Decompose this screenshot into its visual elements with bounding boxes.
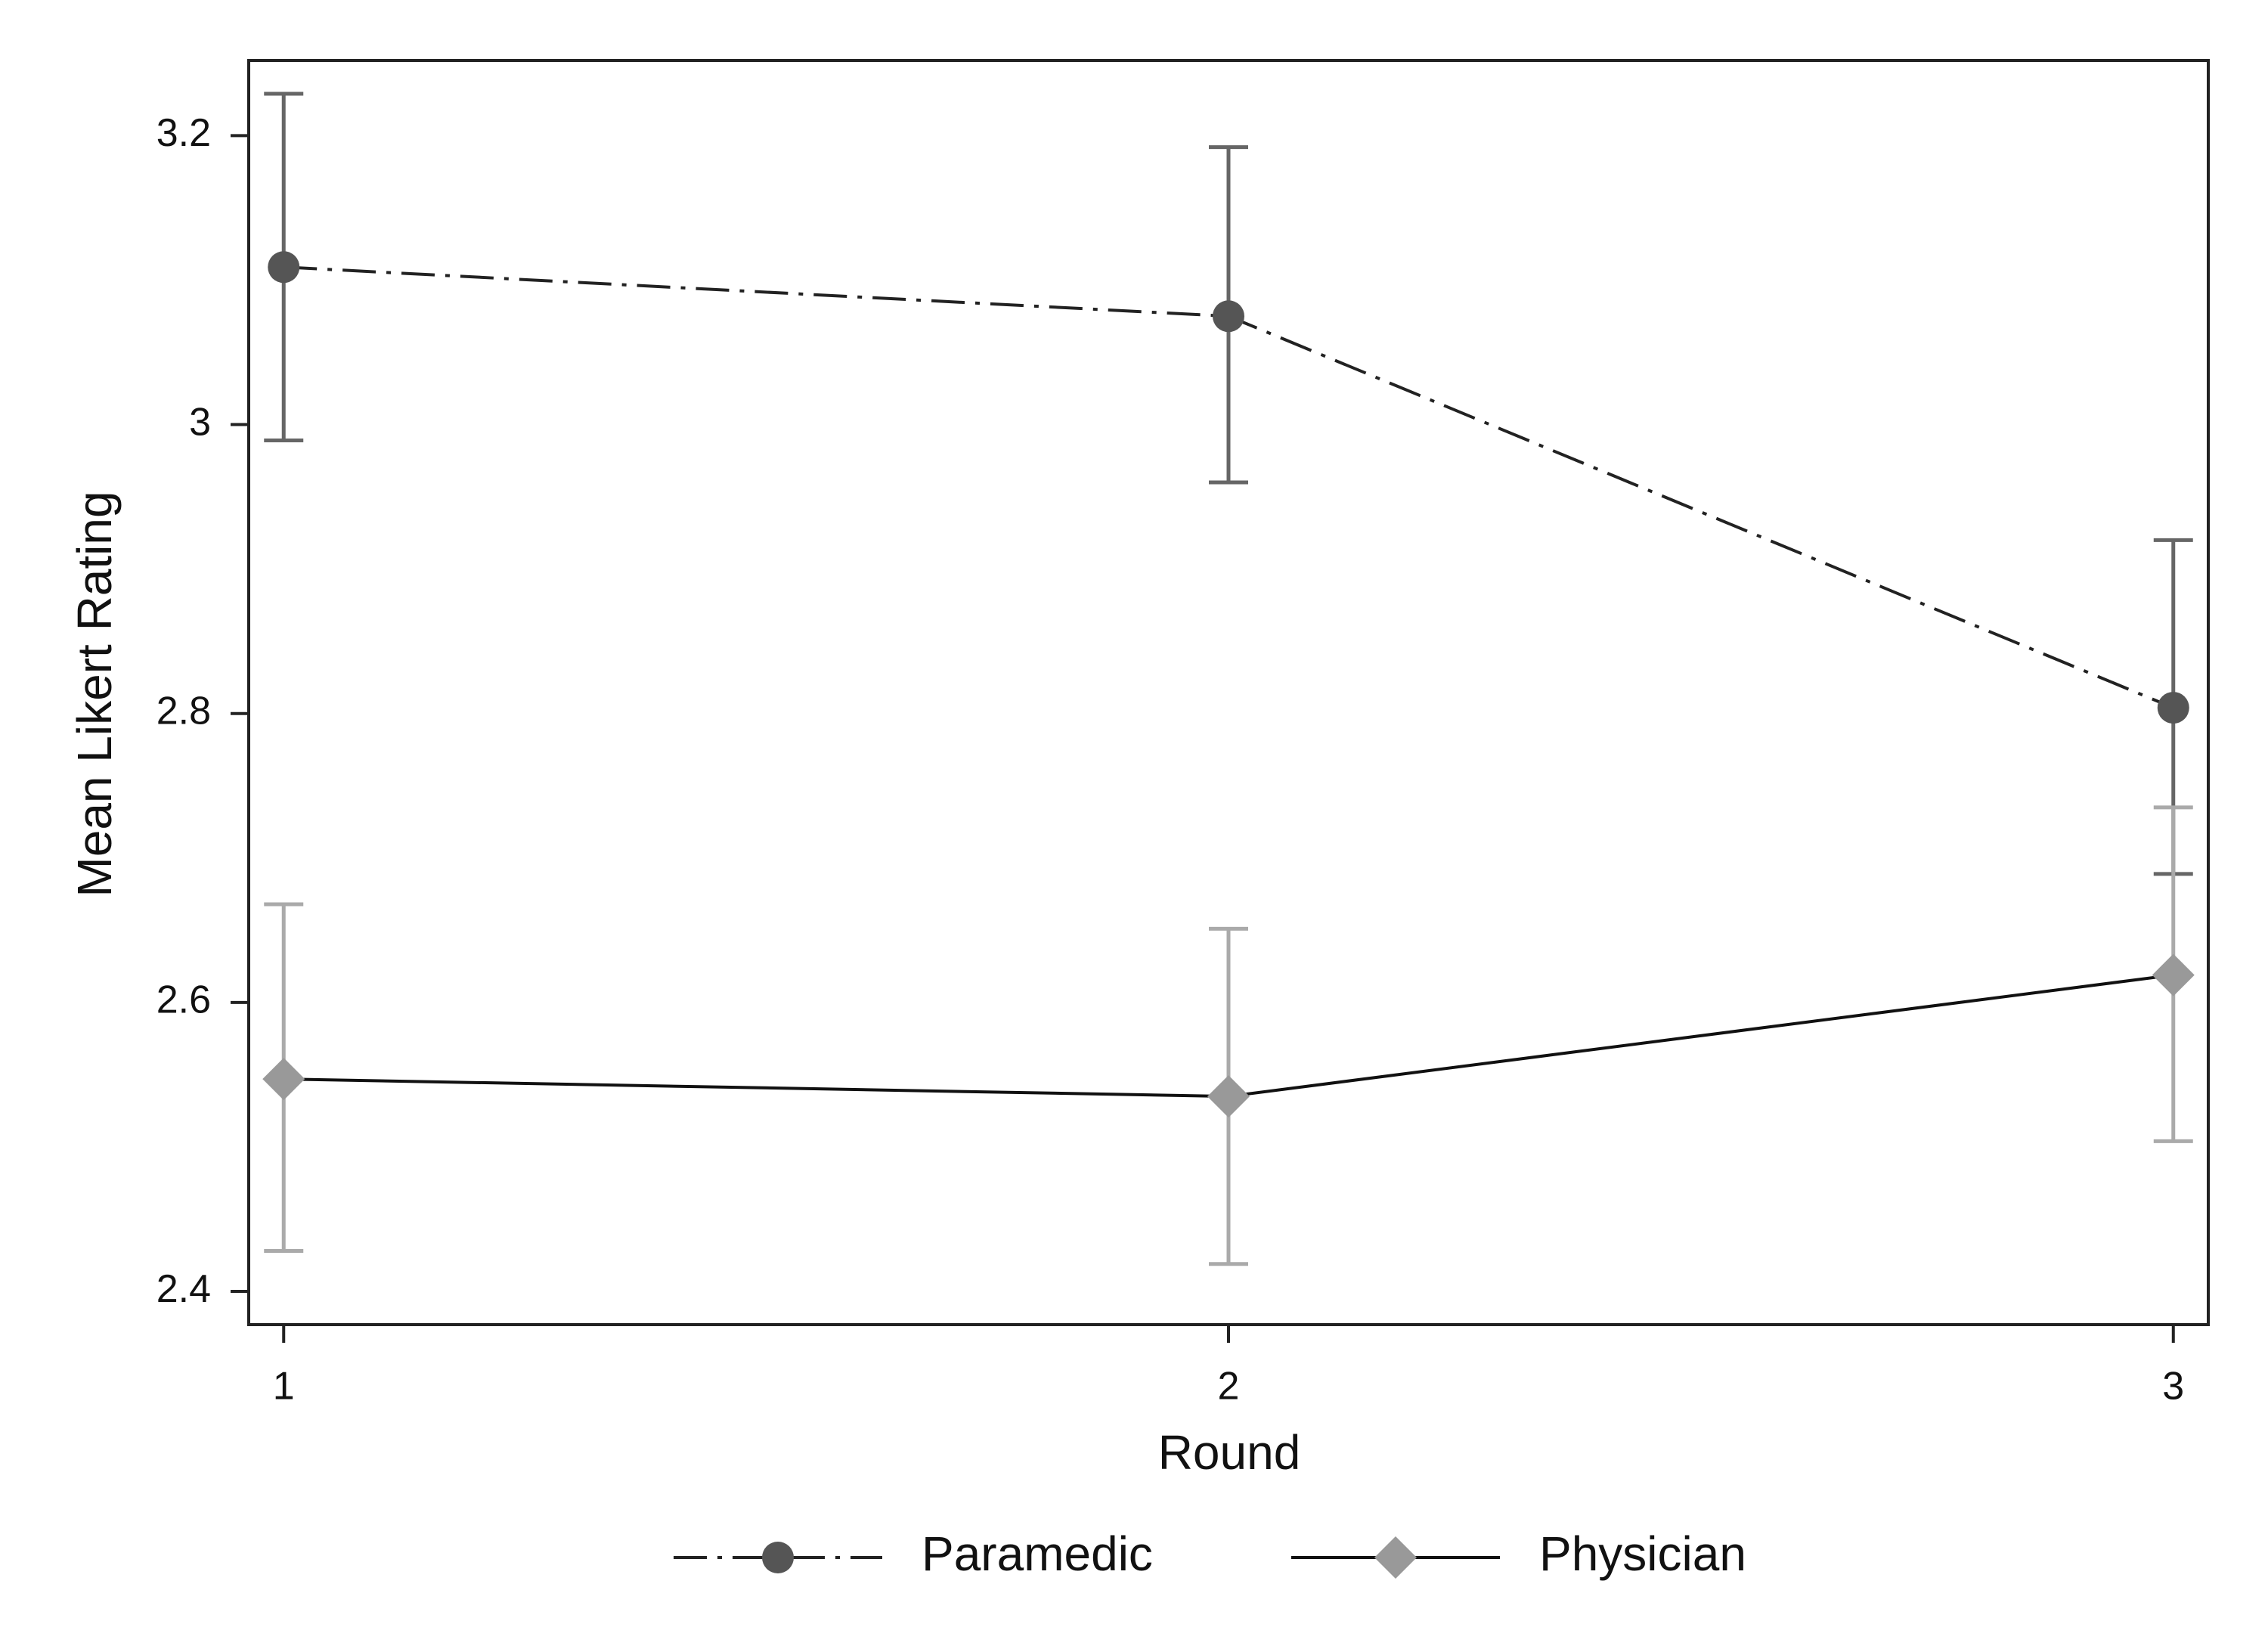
marker [262, 1058, 305, 1101]
marker [1207, 1075, 1250, 1118]
marker [1213, 300, 1244, 333]
x-tick-label: 2 [1218, 1365, 1240, 1409]
marker [268, 251, 300, 284]
legend-marker [762, 1542, 794, 1573]
legend-marker [1374, 1536, 1417, 1579]
legend-label: Paramedic [922, 1527, 1153, 1581]
y-tick-label: 2.4 [156, 1267, 211, 1311]
y-tick-label: 3 [189, 400, 211, 444]
x-tick-label: 1 [273, 1365, 295, 1409]
marker [2152, 953, 2195, 997]
marker [2157, 692, 2189, 724]
y-tick-label: 2.8 [156, 689, 211, 733]
y-tick-label: 2.6 [156, 978, 211, 1022]
legend-label: Physician [1539, 1527, 1746, 1581]
y-axis-title: Mean Likert Rating [67, 491, 122, 897]
x-tick-label: 3 [2162, 1365, 2184, 1409]
x-axis-title: Round [1158, 1425, 1301, 1480]
y-tick-label: 3.2 [156, 111, 211, 155]
